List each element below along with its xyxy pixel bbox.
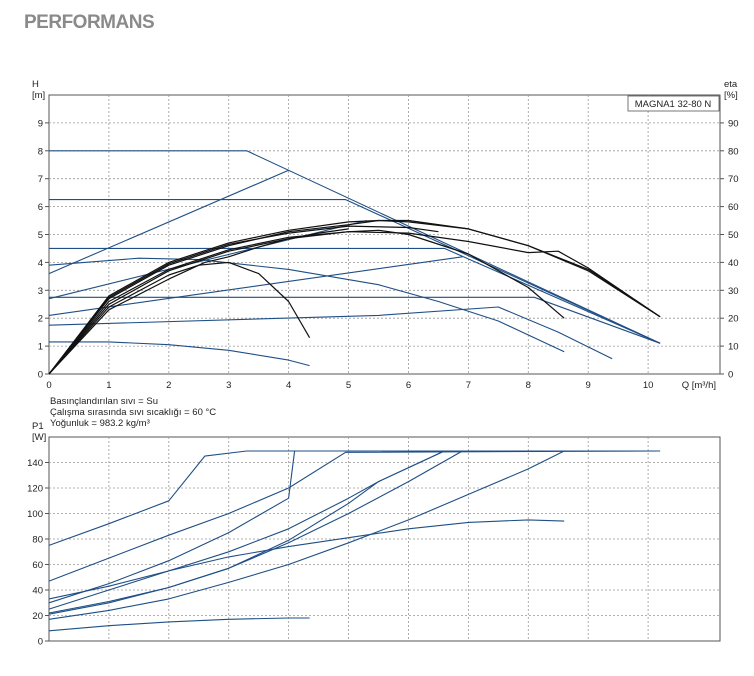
model-label-box	[627, 95, 720, 112]
y2-tick-label: 60	[728, 202, 739, 213]
y2-tick-label: 30	[728, 286, 739, 297]
y-axis-label: [W]	[32, 432, 46, 443]
condition-density: Yoğunluk = 983.2 kg/m³	[50, 418, 150, 429]
y-tick-label: 0	[38, 637, 43, 648]
curve-5	[49, 341, 310, 367]
y-tick-label: 0	[38, 370, 43, 381]
x-tick-label: 8	[526, 380, 531, 391]
y2-tick-label: 20	[728, 314, 739, 325]
y-tick-label: 9	[38, 118, 43, 129]
y-tick-label: 40	[32, 586, 43, 597]
y2-tick-label: 80	[728, 146, 739, 157]
condition-fluid: Basınçlandırılan sıvı = Su	[50, 396, 158, 407]
y-tick-label: 20	[32, 611, 43, 622]
y-tick-label: 4	[38, 258, 43, 269]
x-tick-label: 7	[466, 380, 471, 391]
y-axis-label: P1	[32, 421, 44, 432]
x-tick-label: 4	[286, 380, 291, 391]
curve-9	[48, 306, 613, 360]
y2-axis-label: eta	[724, 79, 738, 90]
x-tick-label: 10	[643, 380, 654, 391]
y2-tick-label: 10	[728, 342, 739, 353]
model-label: MAGNA1 32-80 N	[635, 99, 712, 110]
y-tick-label: 7	[38, 174, 43, 185]
y-tick-label: 60	[32, 560, 43, 571]
curve-3	[49, 296, 661, 344]
y-axis-label: H	[32, 79, 39, 90]
curve-0	[48, 450, 661, 546]
curve-4	[48, 450, 463, 614]
y-axis-label: [m]	[32, 90, 45, 101]
power-chart: 0 20 40 60 80 100 120 140 P1[W]	[27, 421, 721, 648]
curve-7	[48, 219, 367, 300]
curve-16	[48, 225, 439, 375]
curve-15	[48, 261, 311, 375]
curve-1	[49, 199, 661, 344]
x-tick-label: 9	[586, 380, 591, 391]
curve-13	[48, 229, 565, 375]
y-tick-label: 120	[27, 484, 43, 495]
y2-tick-label: 70	[728, 174, 739, 185]
curve-6	[48, 169, 289, 275]
curve-2	[49, 247, 661, 344]
y-tick-label: 140	[27, 458, 43, 469]
condition-temperature: Çalışma sırasında sıvı sıcaklığı = 60 °C	[50, 407, 217, 418]
y-tick-label: 5	[38, 230, 43, 241]
curve-2	[48, 450, 296, 604]
curve-4	[48, 257, 565, 353]
page-title: PERFORMANS	[24, 12, 155, 33]
x-tick-label: 6	[406, 380, 411, 391]
y-tick-label: 2	[38, 314, 43, 325]
curve-14	[48, 228, 349, 375]
y2-tick-label: 0	[728, 370, 733, 381]
curve-5	[48, 450, 445, 615]
y-tick-label: 1	[38, 342, 43, 353]
curve-0	[49, 150, 661, 344]
head-chart: 0 1 2 3 4 5 6 7 8 9 100123456789010203040506070809…	[32, 79, 739, 391]
x-tick-label: 1	[106, 380, 111, 391]
y-tick-label: 80	[32, 535, 43, 546]
x-tick-label: 3	[226, 380, 231, 391]
y2-tick-label: 50	[728, 230, 739, 241]
y2-axis-label: [%]	[724, 90, 738, 101]
curve-10	[48, 231, 661, 375]
curve-6	[48, 450, 565, 620]
x-tick-label: 2	[166, 380, 171, 391]
y-tick-label: 3	[38, 286, 43, 297]
y2-tick-label: 90	[728, 118, 739, 129]
curve-12	[48, 219, 661, 375]
y-tick-label: 6	[38, 202, 43, 213]
x-tick-label: 5	[346, 380, 351, 391]
curve-8	[48, 617, 310, 632]
y2-tick-label: 40	[728, 258, 739, 269]
curve-7	[48, 519, 565, 610]
y-tick-label: 100	[27, 509, 43, 520]
curve-1	[48, 450, 661, 582]
x-tick-label: 0	[46, 380, 51, 391]
y-tick-label: 8	[38, 146, 43, 157]
curve-3	[48, 450, 445, 600]
x-axis-label: Q [m³/h]	[682, 380, 716, 391]
